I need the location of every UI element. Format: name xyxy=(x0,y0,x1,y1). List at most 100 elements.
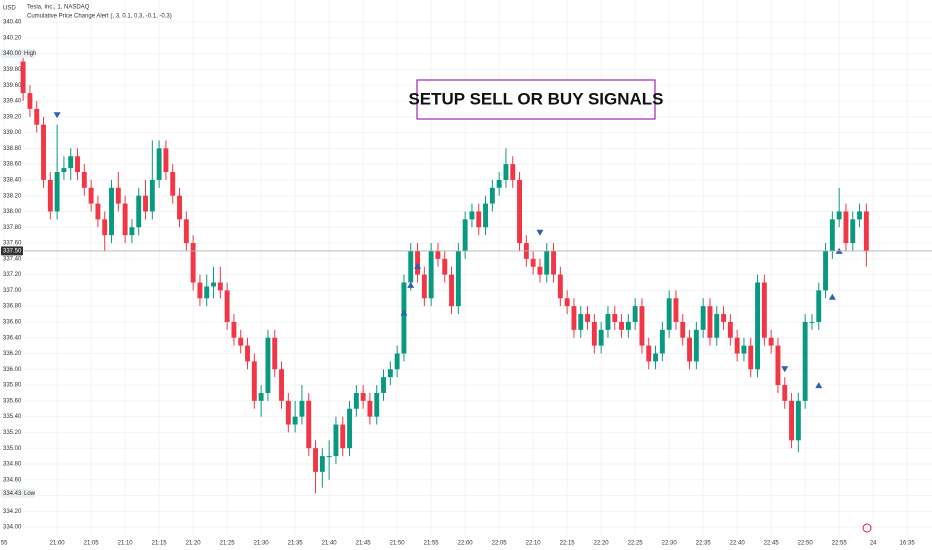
y-tick-label: 336.60 xyxy=(3,320,22,326)
marks xyxy=(20,53,869,494)
y-tick-label: 334.00 xyxy=(3,525,22,531)
candle-body xyxy=(272,337,278,370)
candle-body xyxy=(489,187,495,204)
y-tick-label: 334.20 xyxy=(3,509,22,515)
candle-body xyxy=(115,187,121,204)
candle-body xyxy=(217,282,223,291)
y-tick-label: 334.60 xyxy=(3,477,22,483)
y-tick-label: 339.60 xyxy=(3,83,22,89)
candle-body xyxy=(122,203,128,236)
replay-icon[interactable] xyxy=(862,523,872,533)
candle-body xyxy=(421,274,427,299)
candle-body xyxy=(476,211,482,228)
candle-body xyxy=(680,321,686,338)
candle-body xyxy=(204,286,210,299)
candle-body xyxy=(557,274,563,299)
x-tick-label: 21:35 xyxy=(288,541,304,547)
candle-body xyxy=(360,392,366,401)
candle-body xyxy=(279,369,284,401)
candle-body xyxy=(75,156,80,173)
candle-body xyxy=(761,282,767,338)
candle-body xyxy=(687,337,692,362)
candle-body xyxy=(666,298,672,330)
x-tick-label: 22:50 xyxy=(798,541,814,547)
x-tick-label: 21:30 xyxy=(254,541,270,547)
candle-body xyxy=(748,345,754,370)
candle-body xyxy=(483,203,488,228)
candle-body xyxy=(401,282,407,354)
candle-body xyxy=(625,321,631,330)
candle-body xyxy=(816,290,822,322)
y-tick-label: 339.80 xyxy=(3,67,22,73)
candle-body xyxy=(449,274,454,307)
x-tick-label: 16:35 xyxy=(900,541,916,547)
candle-body xyxy=(265,337,271,393)
candle-body xyxy=(387,369,393,378)
candle-body xyxy=(313,448,318,472)
y-tick-label: 337.80 xyxy=(3,225,22,231)
signal-arrow xyxy=(781,366,789,373)
candle-body xyxy=(340,424,346,449)
x-tick-label: 21:50 xyxy=(390,541,406,547)
candle-body xyxy=(224,290,230,322)
x-tick-label: 22:05 xyxy=(492,541,508,547)
candle-body xyxy=(700,306,706,330)
last-price-label: 337.50 xyxy=(3,249,22,255)
candle-body xyxy=(653,353,658,362)
x-tick-label: 21:00 xyxy=(50,541,66,547)
candle-body xyxy=(109,187,114,236)
candle-body xyxy=(374,392,380,417)
candle-body xyxy=(333,424,339,457)
candle-body xyxy=(727,321,733,338)
candle-body xyxy=(61,168,67,173)
y-tick-label: 339.20 xyxy=(3,114,22,120)
signal-arrow xyxy=(407,281,415,288)
candle-body xyxy=(149,179,155,212)
candle-body xyxy=(755,282,761,370)
candle-body xyxy=(197,282,203,299)
y-tick-label: 338.00 xyxy=(3,209,22,215)
x-tick-label: 21:55 xyxy=(424,541,440,547)
y-tick-label: 339.00 xyxy=(3,130,22,136)
chart-title: Tesla, Inc., 1, NASDAQ xyxy=(27,5,90,11)
y-tick-label: 335.40 xyxy=(3,414,22,420)
candle-body xyxy=(299,400,305,417)
candle-body xyxy=(285,400,291,425)
candle-body xyxy=(578,314,584,330)
candle-body xyxy=(734,337,740,354)
currency-label: USD xyxy=(3,6,16,12)
last-price-box xyxy=(1,246,23,256)
candle-body xyxy=(795,400,801,441)
candle-body xyxy=(95,203,101,220)
y-tick-label: 336.00 xyxy=(3,367,22,373)
candle-body xyxy=(639,306,645,346)
candle-body xyxy=(27,93,33,109)
candle-body xyxy=(129,227,135,236)
candle-body xyxy=(857,211,863,220)
candle-body xyxy=(544,250,550,275)
x-tick-label: 22:25 xyxy=(628,541,644,547)
x-tick-label: 24 xyxy=(870,541,877,547)
candle-body xyxy=(88,187,94,204)
annotation-box xyxy=(416,79,656,120)
candle-body xyxy=(319,456,325,472)
candle-body xyxy=(775,345,781,386)
candle-body xyxy=(591,321,597,346)
x-tick-label: 21:10 xyxy=(118,541,134,547)
low-marker-value: 334.43 xyxy=(3,491,22,497)
candle-body xyxy=(863,211,869,251)
y-tick-label: 337.00 xyxy=(3,288,22,294)
candle-body xyxy=(381,377,386,393)
candle-body xyxy=(455,250,461,307)
candle-body xyxy=(428,250,434,299)
candle-body xyxy=(768,337,774,346)
candle-body xyxy=(619,321,624,330)
x-tick-label: 21:15 xyxy=(152,541,168,547)
x-tick-label: 21:25 xyxy=(220,541,236,547)
candle-body xyxy=(20,61,26,94)
candle-body xyxy=(156,148,162,180)
candle-body xyxy=(408,250,414,283)
candle-body xyxy=(136,195,142,228)
y-tick-label: 337.40 xyxy=(3,256,22,262)
